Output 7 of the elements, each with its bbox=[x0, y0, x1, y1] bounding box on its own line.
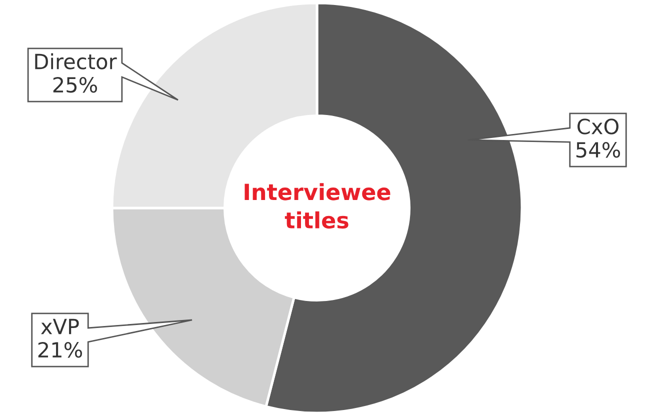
data-label: 21% bbox=[38, 342, 82, 358]
slice-label: CxO bbox=[578, 118, 618, 134]
data-label: 25% bbox=[53, 76, 98, 93]
text: Interviewee titles bbox=[244, 183, 390, 229]
slice-label: Director bbox=[35, 53, 117, 70]
data-label: 54% bbox=[576, 142, 620, 158]
slice-label: xVP bbox=[41, 318, 79, 334]
